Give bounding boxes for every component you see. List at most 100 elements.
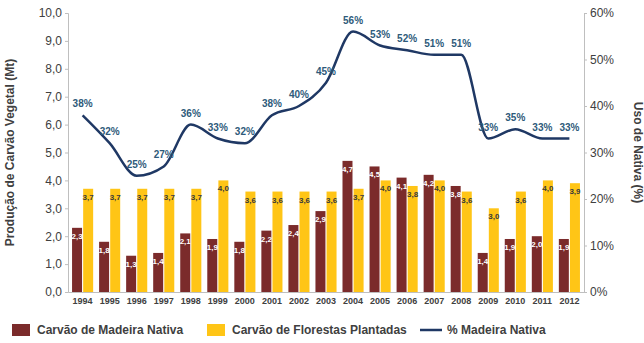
line-label: 33% bbox=[532, 122, 552, 133]
bar-label: 3,6 bbox=[299, 196, 311, 205]
tick: 2009 bbox=[478, 292, 498, 306]
tick: 1997 bbox=[154, 292, 174, 306]
tick: 2005 bbox=[370, 292, 390, 306]
y-axis: 0,01,02,03,04,05,06,07,08,09,010,0 bbox=[39, 6, 69, 299]
bar bbox=[435, 180, 445, 292]
tick-label: 8,0 bbox=[45, 62, 62, 76]
bar-label: 4,0 bbox=[434, 184, 446, 193]
bar bbox=[327, 192, 337, 292]
tick-label: 1996 bbox=[127, 296, 147, 306]
legend-swatch bbox=[207, 324, 225, 336]
bar bbox=[543, 180, 553, 292]
bar-label: 4,0 bbox=[542, 184, 554, 193]
bar bbox=[110, 189, 120, 292]
tick-mark bbox=[65, 97, 68, 98]
bar bbox=[462, 192, 472, 292]
tick-mark bbox=[65, 13, 68, 14]
bar-label: 3,7 bbox=[83, 193, 95, 202]
tick: 2,0 bbox=[45, 230, 68, 244]
tick-mark bbox=[65, 180, 68, 181]
tick-label: 40% bbox=[590, 99, 614, 113]
bar-label: 3,7 bbox=[110, 193, 122, 202]
axis-line bbox=[585, 14, 588, 293]
line-label: 51% bbox=[424, 38, 444, 49]
tick: 2006 bbox=[397, 292, 417, 306]
tick: 1,0 bbox=[45, 257, 68, 271]
tick: 2001 bbox=[262, 292, 282, 306]
tick: 20% bbox=[584, 192, 614, 206]
line-label: 40% bbox=[289, 89, 309, 100]
bar-label: 3,7 bbox=[191, 193, 203, 202]
tick-label: 50% bbox=[590, 53, 614, 67]
bar-label: 1,4 bbox=[477, 257, 489, 266]
line-label: 53% bbox=[370, 29, 390, 40]
tick-label: 9,0 bbox=[45, 34, 62, 48]
bar bbox=[342, 161, 352, 292]
bar-label: 1,8 bbox=[234, 246, 246, 255]
tick-label: 2011 bbox=[533, 296, 553, 306]
bar-label: 3,7 bbox=[164, 193, 176, 202]
x-axis: 1994199519961997199819992000200120022003… bbox=[69, 292, 585, 306]
tick-label: 2004 bbox=[343, 296, 363, 306]
tick: 10% bbox=[584, 239, 614, 253]
bar bbox=[451, 186, 461, 292]
bar-label: 3,8 bbox=[450, 190, 462, 199]
legend-label: % Madeira Nativa bbox=[447, 323, 546, 337]
y2-axis-title: Uso de Nativa (%) bbox=[631, 102, 644, 203]
tick-mark bbox=[584, 246, 587, 247]
bar bbox=[191, 189, 201, 292]
bar bbox=[397, 178, 407, 292]
tick-label: 1997 bbox=[154, 296, 174, 306]
bar-label: 2,2 bbox=[261, 235, 273, 244]
bar-label: 3,0 bbox=[488, 212, 500, 221]
bar-label: 3,6 bbox=[515, 196, 527, 205]
chart: 0,01,02,03,04,05,06,07,08,09,010,00%10%2… bbox=[0, 0, 644, 343]
data-labels: 2,31,81,31,42,11,91,82,22,42,94,74,54,14… bbox=[71, 15, 581, 269]
bar bbox=[218, 180, 228, 292]
tick-mark bbox=[584, 153, 587, 154]
tick-label: 7,0 bbox=[45, 90, 62, 104]
tick: 5,0 bbox=[45, 146, 68, 160]
tick: 1995 bbox=[100, 292, 120, 306]
bar-label: 2,3 bbox=[71, 232, 83, 241]
tick: 2004 bbox=[343, 292, 363, 306]
legend-label: Carvão de Florestas Plantadas bbox=[232, 323, 407, 337]
bar bbox=[370, 166, 380, 292]
tick-label: 1995 bbox=[100, 296, 120, 306]
tick: 3,0 bbox=[45, 202, 68, 216]
tick-label: 4,0 bbox=[45, 174, 62, 188]
bar bbox=[570, 183, 580, 292]
line-label: 25% bbox=[127, 159, 147, 170]
bar-label: 4,0 bbox=[380, 184, 392, 193]
line-label: 33% bbox=[208, 122, 228, 133]
tick-mark bbox=[65, 208, 68, 209]
tick-label: 10,0 bbox=[39, 6, 63, 20]
tick-mark bbox=[584, 106, 587, 107]
tick-label: 2007 bbox=[424, 296, 444, 306]
bar-label: 1,8 bbox=[99, 246, 111, 255]
tick: 50% bbox=[584, 53, 614, 67]
tick: 10,0 bbox=[39, 6, 68, 20]
bar bbox=[300, 192, 310, 292]
tick: 60% bbox=[584, 6, 614, 20]
bar bbox=[381, 180, 391, 292]
line-label: 32% bbox=[100, 126, 120, 137]
bar-label: 3,6 bbox=[245, 196, 257, 205]
tick: 40% bbox=[584, 99, 614, 113]
line bbox=[83, 32, 570, 176]
bar-label: 2,1 bbox=[180, 237, 192, 246]
bar-label: 2,0 bbox=[531, 240, 543, 249]
legend-label: Carvão de Madeira Nativa bbox=[37, 323, 183, 337]
tick: 0% bbox=[584, 285, 608, 299]
tick: 2011 bbox=[533, 292, 553, 306]
tick: 4,0 bbox=[45, 174, 68, 188]
bar-label: 1,3 bbox=[126, 260, 138, 269]
tick-label: 60% bbox=[590, 6, 614, 20]
bar-label: 3,6 bbox=[461, 196, 473, 205]
tick-label: 1994 bbox=[73, 296, 93, 306]
tick-label: 0,0 bbox=[45, 285, 62, 299]
bar-label: 3,9 bbox=[569, 187, 581, 196]
tick: 2000 bbox=[235, 292, 255, 306]
tick-label: 2006 bbox=[397, 296, 417, 306]
tick: 30% bbox=[584, 146, 614, 160]
